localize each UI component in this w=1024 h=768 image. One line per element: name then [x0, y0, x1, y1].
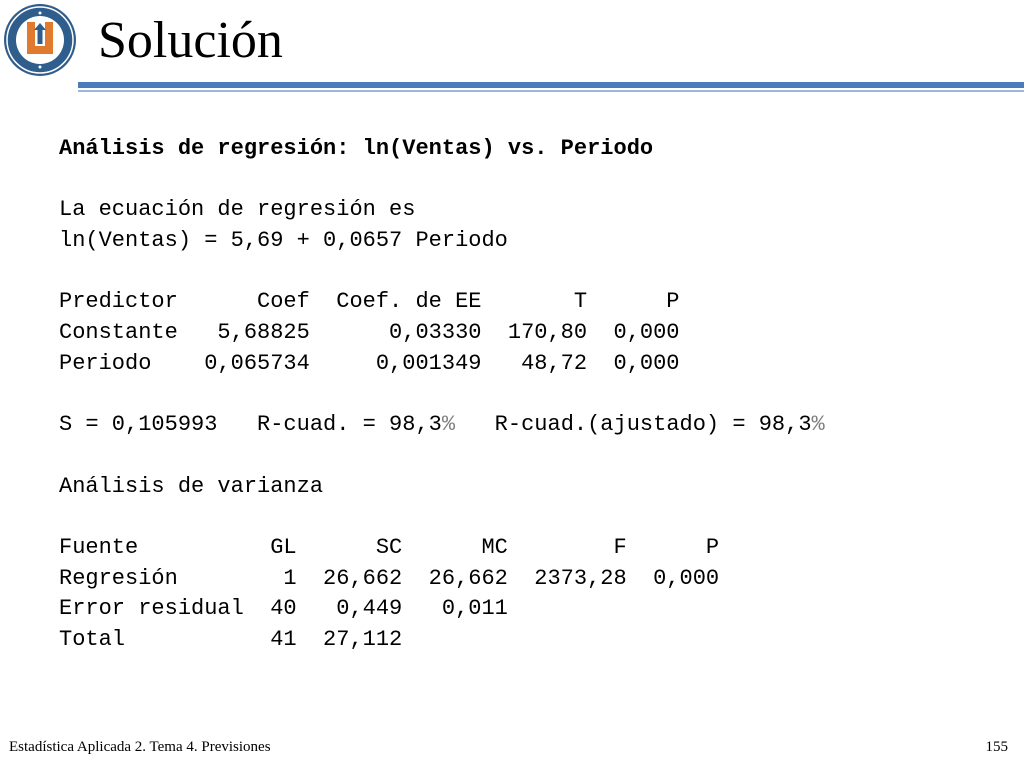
slide-title: Solución	[98, 12, 283, 69]
regression-equation: ln(Ventas) = 5,69 + 0,0657 Periodo	[59, 228, 508, 254]
fit-statistics: S = 0,105993 R-cuad. = 98,3% R-cuad.(aju…	[59, 410, 825, 441]
anova-table-header: Fuente GL SC MC F P	[59, 534, 720, 560]
percent-sign: %	[441, 412, 456, 438]
percent-sign: %	[811, 412, 825, 438]
blank-line	[59, 441, 825, 472]
r2-adjusted: R-cuad.(ajustado) = 98,3	[455, 412, 812, 438]
coef-row-periodo: Periodo 0,065734 0,001349 48,72 0,000	[59, 350, 680, 376]
coef-table-header: Predictor Coef Coef. de EE T P	[59, 289, 680, 315]
regression-output: Análisis de regresión: ln(Ventas) vs. Pe…	[59, 134, 825, 656]
s-and-r2: S = 0,105993 R-cuad. = 98,3	[59, 412, 442, 438]
blank-line	[59, 502, 825, 533]
coef-row-constant: Constante 5,68825 0,03330 170,80 0,000	[59, 320, 680, 346]
blank-line	[59, 380, 825, 411]
anova-title: Análisis de varianza	[59, 473, 324, 499]
title-divider	[78, 82, 1024, 88]
anova-row-regression: Regresión 1 26,662 26,662 2373,28 0,000	[59, 565, 720, 591]
anova-row-total: Total 41 27,112	[59, 627, 403, 652]
university-logo	[2, 2, 78, 78]
blank-line	[59, 165, 825, 196]
footer-course: Estadística Aplicada 2. Tema 4. Previsio…	[9, 739, 271, 755]
blank-line	[59, 257, 825, 288]
analysis-heading: Análisis de regresión: ln(Ventas) vs. Pe…	[59, 136, 654, 161]
anova-row-residual: Error residual 40 0,449 0,011	[59, 596, 508, 622]
university-seal-icon	[4, 4, 76, 76]
page-number: 155	[985, 739, 1009, 755]
title-divider-thin	[78, 90, 1024, 92]
equation-intro: La ecuación de regresión es	[59, 197, 416, 223]
